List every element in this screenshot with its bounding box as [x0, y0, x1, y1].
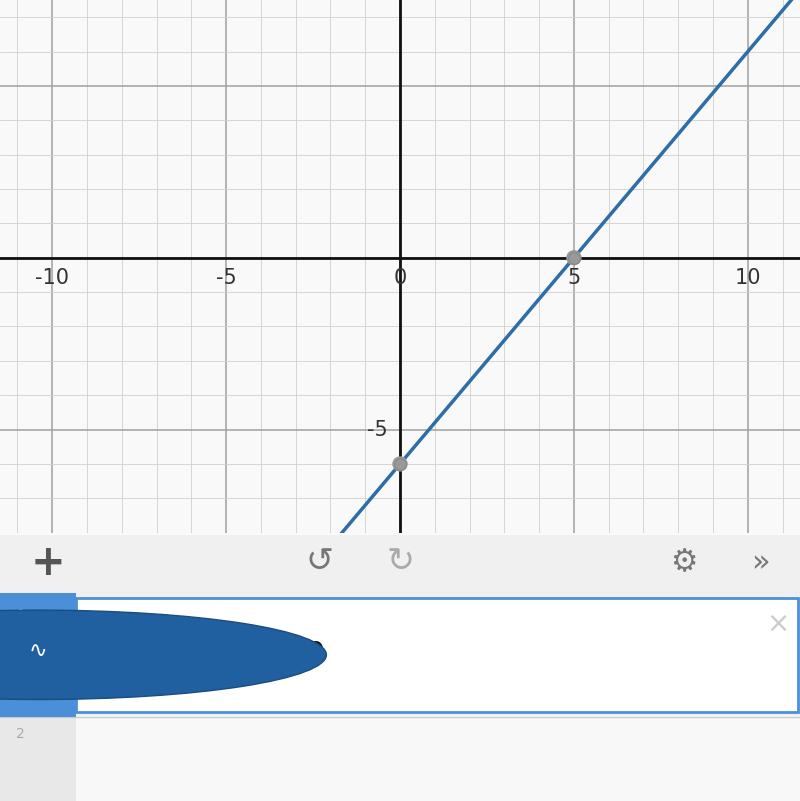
- Point: [567, 252, 580, 264]
- Circle shape: [0, 610, 326, 699]
- Bar: [0, 717, 76, 801]
- Text: ∿: ∿: [29, 641, 48, 661]
- Text: -5: -5: [216, 268, 237, 288]
- Text: ↻: ↻: [386, 545, 414, 578]
- Text: »: »: [750, 548, 770, 578]
- Text: ×: ×: [766, 610, 790, 638]
- Text: 2: 2: [16, 727, 25, 741]
- Circle shape: [393, 457, 407, 471]
- Text: ↺: ↺: [306, 545, 334, 578]
- Bar: [0, 593, 76, 717]
- Point: [394, 457, 406, 470]
- Text: -10: -10: [35, 268, 69, 288]
- Text: 0: 0: [394, 268, 406, 288]
- FancyBboxPatch shape: [76, 598, 798, 712]
- Circle shape: [567, 251, 581, 264]
- Text: -5: -5: [367, 420, 388, 440]
- Text: 10: 10: [734, 268, 761, 288]
- Text: ⚙: ⚙: [670, 548, 698, 578]
- Text: +: +: [30, 541, 66, 584]
- Text: 1: 1: [16, 608, 25, 622]
- Text: 5: 5: [567, 268, 581, 288]
- Text: $6x - 5y = 30$: $6x - 5y = 30$: [136, 639, 325, 670]
